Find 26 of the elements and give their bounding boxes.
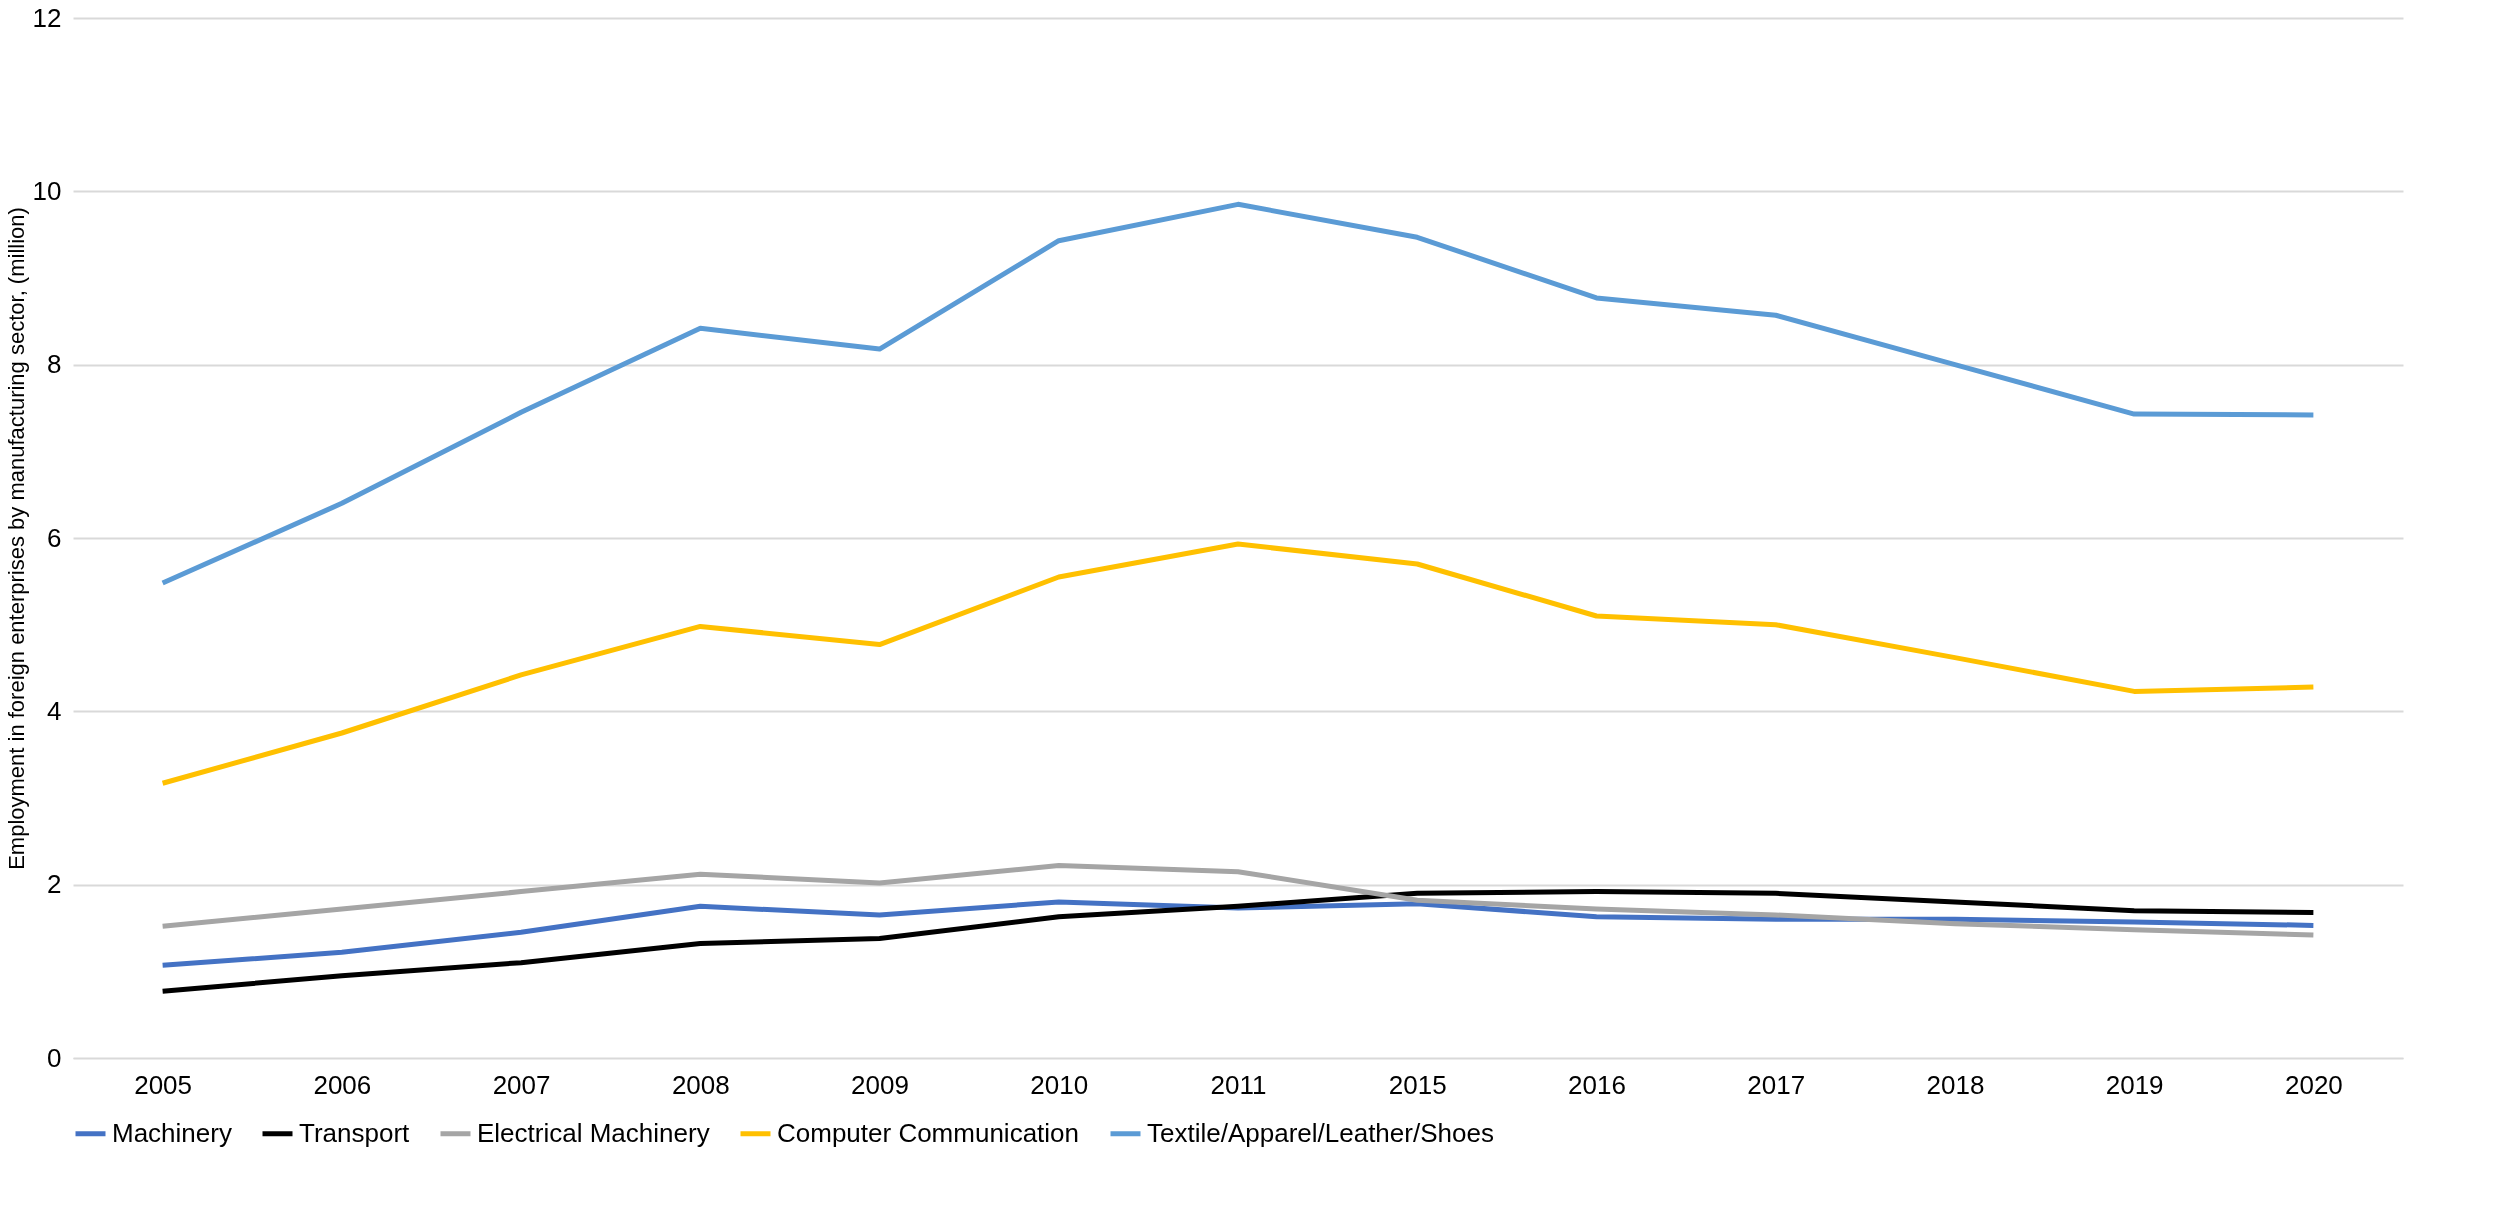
legend-label: Machinery [112,1117,232,1148]
y-tick-label: 2 [47,869,62,900]
x-tick-label: 2011 [1210,1069,1267,1100]
x-tick-label: 2010 [1030,1069,1089,1100]
y-tick-label: 0 [47,1042,62,1073]
x-tick-label: 2006 [313,1069,372,1100]
y-tick-label: 4 [47,695,62,726]
y-tick-label: 12 [32,2,62,33]
y-tick-label: 6 [47,522,62,553]
x-tick-label: 2008 [671,1069,730,1100]
x-tick-label: 2020 [2284,1069,2343,1100]
x-tick-label: 2009 [851,1069,909,1100]
x-tick-label: 2017 [1747,1069,1806,1100]
legend-label: Computer Communication [777,1117,1080,1148]
legend-label: Textile/Apparel/Leather/Shoes [1147,1117,1494,1148]
y-tick-label: 10 [32,175,62,206]
legend-label: Transport [299,1117,411,1148]
x-tick-label: 2016 [1568,1069,1626,1100]
legend-label: Electrical Machinery [477,1117,710,1148]
y-tick-label: 8 [47,349,62,380]
x-tick-label: 2005 [134,1069,193,1100]
x-tick-label: 2019 [2105,1069,2164,1100]
x-tick-label: 2007 [492,1069,551,1100]
x-tick-label: 2018 [1926,1069,1985,1100]
x-tick-label: 2015 [1388,1069,1447,1100]
y-axis-title: Employment in foreign enterprises by manufacturing sector, (million) [3,207,29,870]
